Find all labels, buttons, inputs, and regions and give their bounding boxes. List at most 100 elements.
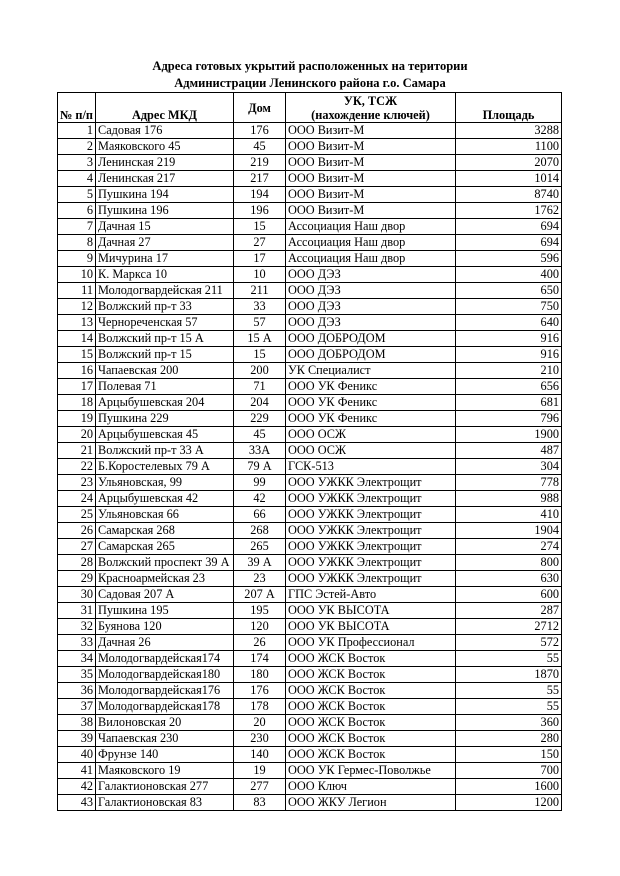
table-row: 42 Галактионовская 277 277 ООО Ключ 1600 — [57, 778, 562, 795]
cell-num: 9 — [57, 250, 96, 267]
table-row: 27 Самарская 265 265 ООО УЖКК Электрощит 274 — [57, 538, 562, 555]
table-row: 24 Арцыбушевская 42 42 ООО УЖКК Электрощит 9… — [57, 490, 562, 507]
cell-house: 33 — [233, 298, 286, 315]
cell-area: 360 — [455, 714, 562, 731]
cell-house: 15 А — [233, 330, 286, 347]
cell-house: 178 — [233, 698, 286, 715]
table-row: 7 Дачная 15 15 Ассоциация Наш двор 694 — [57, 218, 562, 235]
cell-address: Самарская 268 — [95, 522, 234, 539]
cell-uk: ООО УЖКК Электрощит — [285, 570, 456, 587]
cell-house: 39 А — [233, 554, 286, 571]
cell-address: Чапаевская 200 — [95, 362, 234, 379]
cell-area: 1904 — [455, 522, 562, 539]
cell-num: 25 — [57, 506, 96, 523]
cell-house: 176 — [233, 122, 286, 139]
cell-uk: ООО УЖКК Электрощит — [285, 538, 456, 555]
table-row: 13 Чернореченская 57 57 ООО ДЭЗ 640 — [57, 314, 562, 331]
cell-house: 99 — [233, 474, 286, 491]
table-row: 38 Вилоновская 20 20 ООО ЖСК Восток 360 — [57, 714, 562, 731]
cell-area: 630 — [455, 570, 562, 587]
cell-uk: Ассоциация Наш двор — [285, 234, 456, 251]
cell-num: 36 — [57, 682, 96, 699]
cell-num: 43 — [57, 794, 96, 811]
cell-num: 10 — [57, 266, 96, 283]
cell-uk: ООО УЖКК Электрощит — [285, 506, 456, 523]
cell-area: 304 — [455, 458, 562, 475]
cell-house: 15 — [233, 346, 286, 363]
cell-address: К. Маркса 10 — [95, 266, 234, 283]
cell-address: Галактионовская 277 — [95, 778, 234, 795]
cell-uk: ООО УК Профессионал — [285, 634, 456, 651]
cell-address: Полевая 71 — [95, 378, 234, 395]
cell-uk: ООО ЖСК Восток — [285, 714, 456, 731]
cell-address: Арцыбушевская 42 — [95, 490, 234, 507]
cell-uk: ООО УЖКК Электрощит — [285, 554, 456, 571]
cell-area: 988 — [455, 490, 562, 507]
cell-address: Дачная 27 — [95, 234, 234, 251]
cell-area: 1600 — [455, 778, 562, 795]
cell-address: Ленинская 219 — [95, 154, 234, 171]
cell-house: 230 — [233, 730, 286, 747]
cell-uk: УК Специалист — [285, 362, 456, 379]
cell-area: 55 — [455, 698, 562, 715]
cell-uk: ООО ДЭЗ — [285, 314, 456, 331]
cell-address: Маяковского 19 — [95, 762, 234, 779]
table-row: 5 Пушкина 194 194 ООО Визит-М 8740 — [57, 186, 562, 203]
table-row: 16 Чапаевская 200 200 УК Специалист 210 — [57, 362, 562, 379]
cell-house: 42 — [233, 490, 286, 507]
cell-house: 194 — [233, 186, 286, 203]
cell-area: 916 — [455, 346, 562, 363]
cell-house: 45 — [233, 426, 286, 443]
cell-house: 27 — [233, 234, 286, 251]
cell-house: 66 — [233, 506, 286, 523]
cell-area: 916 — [455, 330, 562, 347]
table-row: 9 Мичурина 17 17 Ассоциация Наш двор 596 — [57, 250, 562, 267]
table-row: 28 Волжский проспект 39 А 39 А ООО УЖКК Эле… — [57, 554, 562, 571]
cell-area: 700 — [455, 762, 562, 779]
shelters-table: № п/п Адрес МКД Дом УК, ТСЖ (нахождение к… — [57, 92, 562, 811]
cell-num: 7 — [57, 218, 96, 235]
cell-uk: ООО ДЭЗ — [285, 266, 456, 283]
cell-house: 217 — [233, 170, 286, 187]
cell-area: 150 — [455, 746, 562, 763]
cell-uk: ООО УЖКК Электрощит — [285, 490, 456, 507]
cell-uk: ООО ДЭЗ — [285, 298, 456, 315]
cell-house: 219 — [233, 154, 286, 171]
cell-num: 6 — [57, 202, 96, 219]
table-row: 36 Молодогвардейская176 176 ООО ЖСК Восток 5… — [57, 682, 562, 699]
header-uk-line1: УК, ТСЖ — [343, 94, 398, 108]
cell-house: 17 — [233, 250, 286, 267]
cell-area: 2070 — [455, 154, 562, 171]
cell-area: 694 — [455, 218, 562, 235]
table-row: 15 Волжский пр-т 15 15 ООО ДОБРОДОМ 916 — [57, 346, 562, 363]
cell-house: 79 А — [233, 458, 286, 475]
cell-num: 41 — [57, 762, 96, 779]
cell-area: 650 — [455, 282, 562, 299]
cell-address: Красноармейская 23 — [95, 570, 234, 587]
cell-uk: ООО ЖСК Восток — [285, 746, 456, 763]
cell-address: Пушкина 195 — [95, 602, 234, 619]
cell-address: Фрунзе 140 — [95, 746, 234, 763]
cell-address: Молодогвардейская 211 — [95, 282, 234, 299]
cell-num: 42 — [57, 778, 96, 795]
table-row: 6 Пушкина 196 196 ООО Визит-М 1762 — [57, 202, 562, 219]
table-row: 8 Дачная 27 27 Ассоциация Наш двор 694 — [57, 234, 562, 251]
cell-house: 83 — [233, 794, 286, 811]
cell-num: 35 — [57, 666, 96, 683]
cell-address: Буянова 120 — [95, 618, 234, 635]
cell-area: 2712 — [455, 618, 562, 635]
cell-address: Волжский проспект 39 А — [95, 554, 234, 571]
cell-uk: ООО ЖСК Восток — [285, 698, 456, 715]
cell-uk: ООО Визит-М — [285, 170, 456, 187]
cell-house: 180 — [233, 666, 286, 683]
cell-address: Ленинская 217 — [95, 170, 234, 187]
table-row: 35 Молодогвардейская180 180 ООО ЖСК Восток 1… — [57, 666, 562, 683]
cell-num: 18 — [57, 394, 96, 411]
table-row: 14 Волжский пр-т 15 А 15 А ООО ДОБРОДОМ 916 — [57, 330, 562, 347]
cell-address: Самарская 265 — [95, 538, 234, 555]
cell-address: Арцыбушевская 45 — [95, 426, 234, 443]
cell-area: 400 — [455, 266, 562, 283]
cell-num: 30 — [57, 586, 96, 603]
cell-num: 21 — [57, 442, 96, 459]
cell-house: 33А — [233, 442, 286, 459]
